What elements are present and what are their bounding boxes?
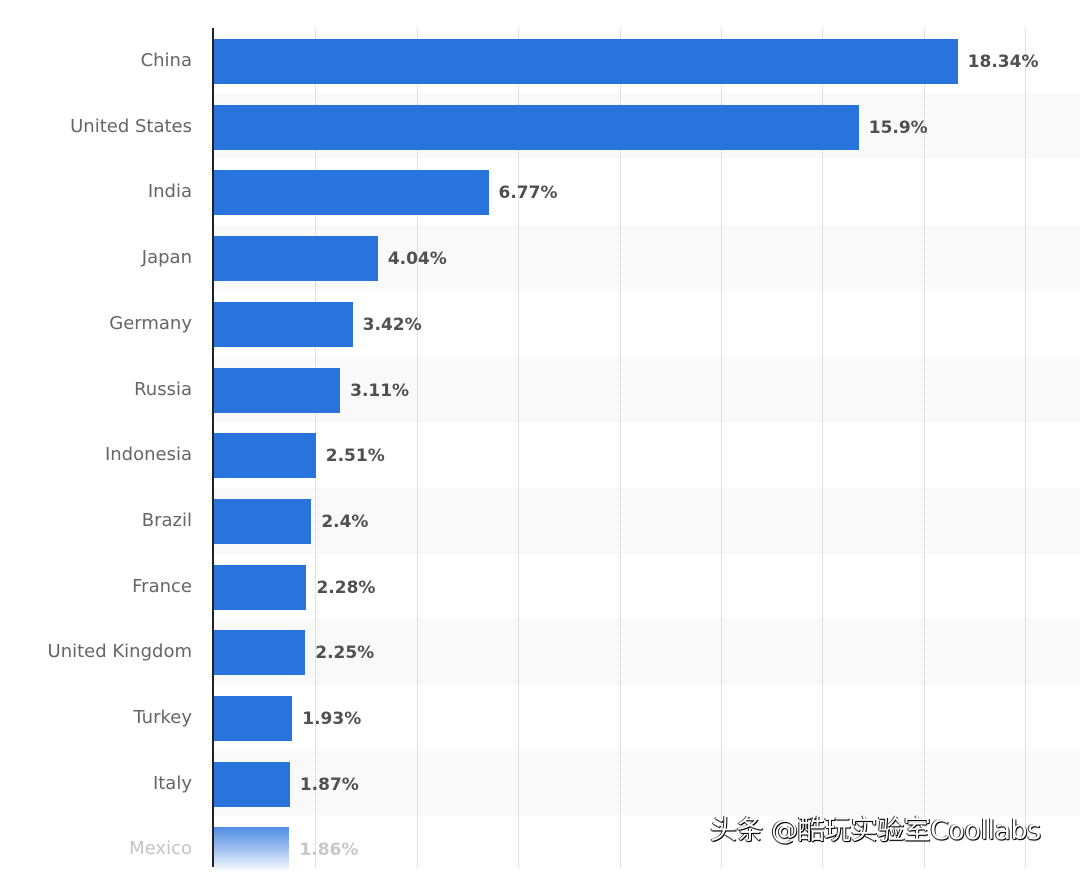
gridline xyxy=(822,28,824,867)
bar[interactable] xyxy=(214,170,489,216)
value-label: 6.77% xyxy=(498,183,558,204)
category-label: Japan xyxy=(141,247,192,269)
gridline xyxy=(923,28,925,867)
bar[interactable] xyxy=(214,827,290,873)
chart-row: Japan 4.04% xyxy=(0,225,1080,291)
bar[interactable] xyxy=(214,104,859,150)
category-label: France xyxy=(132,575,192,597)
category-label: United Kingdom xyxy=(47,641,192,663)
value-label: 18.34% xyxy=(967,52,1039,72)
value-label: 1.86% xyxy=(299,840,359,861)
chart-row: Turkey 1.93% xyxy=(0,685,1080,751)
category-label: Indonesia xyxy=(104,444,192,466)
gridline xyxy=(720,28,722,867)
value-label: 2.25% xyxy=(315,643,375,664)
watermark: 头条 @酷玩实验室Coollabs xyxy=(710,815,1041,846)
bar[interactable] xyxy=(214,564,307,610)
bar[interactable] xyxy=(214,39,958,84)
category-label: Brazil xyxy=(141,509,192,531)
value-label: 2.4% xyxy=(321,511,369,532)
category-label: China xyxy=(140,50,192,71)
bar[interactable] xyxy=(214,498,312,544)
chart-row: Brazil 2.4% xyxy=(0,488,1080,554)
bar[interactable] xyxy=(214,761,290,807)
category-label: Russia xyxy=(134,378,192,400)
chart-row: Mexico 1.86% xyxy=(0,816,1080,882)
value-label: 4.04% xyxy=(387,249,447,270)
value-label: 1.93% xyxy=(302,709,362,729)
bar[interactable] xyxy=(214,696,293,741)
row-band xyxy=(214,487,1080,554)
chart-row: United Kingdom 2.25% xyxy=(0,619,1080,685)
value-label: 2.51% xyxy=(325,446,385,467)
chart-row: India 6.77% xyxy=(0,159,1080,225)
category-label: Germany xyxy=(109,312,192,334)
bar[interactable] xyxy=(214,236,378,282)
bar[interactable] xyxy=(214,433,316,479)
category-label: India xyxy=(147,181,192,203)
chart-row: Indonesia 2.51% xyxy=(0,422,1080,488)
chart-row: France 2.28% xyxy=(0,554,1080,620)
gridline xyxy=(518,28,520,867)
gridline xyxy=(619,28,621,867)
value-label: 3.42% xyxy=(362,314,422,335)
chart-row: Italy 1.87% xyxy=(0,751,1080,817)
category-label: Turkey xyxy=(133,707,192,728)
chart-row: United States 15.9% xyxy=(0,94,1080,160)
category-label: Italy xyxy=(152,772,192,794)
row-band xyxy=(214,619,1080,685)
category-label: United States xyxy=(70,115,192,137)
gridline xyxy=(315,28,317,867)
category-label: Mexico xyxy=(129,838,192,860)
bar[interactable] xyxy=(214,630,306,676)
chart-row: China 18.34% xyxy=(0,28,1080,94)
chart-row: Germany 3.42% xyxy=(0,291,1080,357)
value-label: 3.11% xyxy=(350,380,410,401)
value-label: 1.87% xyxy=(299,774,359,795)
gridline xyxy=(1025,28,1026,867)
gridline xyxy=(416,28,418,867)
chart-row: Russia 3.11% xyxy=(0,357,1080,423)
value-label: 2.28% xyxy=(316,577,376,598)
value-label: 15.9% xyxy=(868,117,928,138)
bar[interactable] xyxy=(214,301,353,347)
row-band xyxy=(214,750,1080,817)
row-band xyxy=(214,356,1080,423)
bar[interactable] xyxy=(214,367,341,413)
y-axis-line xyxy=(212,28,214,867)
